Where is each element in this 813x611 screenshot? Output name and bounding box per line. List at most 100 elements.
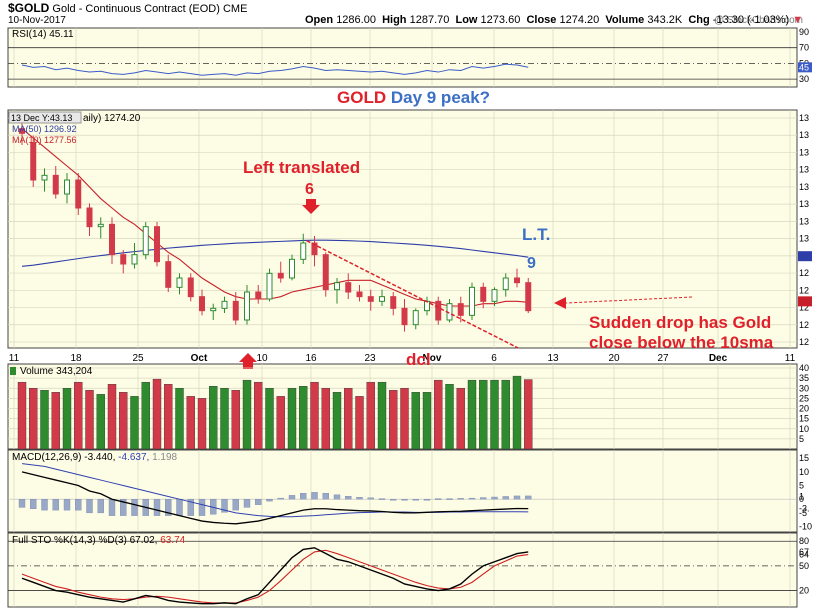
rsi-current-badge: [798, 62, 812, 73]
volume-bar: [422, 392, 432, 450]
panel-rsi: [7, 27, 798, 88]
macd-histogram-bar: [502, 496, 509, 500]
price-tick-label: 12: [799, 337, 809, 347]
volume-tick-label: 15: [799, 414, 809, 424]
macd-histogram-bar: [120, 499, 127, 516]
volume-bar: [321, 388, 330, 450]
candle-body: [210, 307, 217, 312]
candle-body: [154, 226, 160, 263]
volume-bar: [287, 388, 297, 450]
candle-body: [75, 179, 82, 209]
volume-bar: [29, 388, 38, 450]
volume-bar: [175, 388, 184, 450]
header-date: 10-Nov-2017: [8, 15, 66, 26]
volume-bar: [389, 390, 398, 450]
macd-histogram-bar: [412, 499, 419, 501]
macd-histogram-bar: [423, 499, 431, 501]
candle-body: [502, 277, 509, 291]
volume-bar: [512, 375, 522, 450]
macd-histogram-bar: [333, 494, 341, 500]
high-value: 1287.70: [409, 14, 450, 26]
candle-body: [491, 289, 498, 302]
ma10-legend: MA(10) 1277.56: [12, 135, 77, 145]
volume-bar: [344, 388, 353, 450]
sto-tick-label: 80: [799, 536, 809, 546]
open-label: Open: [305, 14, 334, 26]
candle-body: [356, 291, 363, 298]
rsi-tick-label: 70: [799, 43, 809, 53]
x-tick-label: 27: [657, 353, 669, 364]
volume-bar: [119, 392, 128, 450]
sto-legend-b: 63.74: [157, 535, 185, 546]
x-tick-label: 6: [491, 353, 497, 364]
sto-tick-label: 64: [799, 549, 809, 559]
macd-histogram-bar: [18, 499, 26, 508]
macd-histogram-bar: [491, 496, 498, 500]
candle-body: [232, 300, 239, 321]
volume-value: 343.2K: [647, 14, 683, 26]
ma10-badge: [798, 296, 812, 307]
chart-title: GOLD Day 9 peak?: [337, 88, 490, 107]
candle-body: [176, 277, 183, 288]
volume-bar: [265, 388, 274, 450]
volume-bar: [479, 379, 488, 450]
macd-tick-label: 15: [799, 453, 809, 463]
pointer-line: [565, 296, 693, 304]
price-tick-label: 13: [799, 113, 809, 123]
header-exchange: CME: [222, 3, 248, 15]
candle-body: [131, 254, 138, 265]
price-tick-label: 13: [799, 234, 809, 244]
price-tooltip: 13 Dec Y:43.13: [11, 113, 72, 123]
x-tick-label: Dec: [709, 353, 728, 364]
rsi-tick-label: 45: [799, 62, 809, 72]
ma50-line: [21, 239, 529, 267]
header-quote: Open 1286.00 High 1287.70 Low 1273.60 Cl…: [305, 14, 803, 26]
high-label: High: [382, 14, 407, 26]
candle-body: [435, 300, 442, 321]
volume-bar: [209, 386, 218, 450]
macd-histogram-bar: [86, 499, 93, 514]
x-tick-label: 11: [9, 353, 20, 364]
candle-body: [64, 179, 70, 195]
candle-body: [345, 282, 352, 293]
sto-legend: Full STO %K(14,3) %D(3) 67.02, 63.74: [12, 535, 186, 546]
volume-bar: [51, 392, 60, 450]
macd-histogram-bar: [513, 495, 521, 500]
macd-histogram-bar: [457, 498, 464, 500]
volume-bar: [186, 396, 195, 450]
volume-tick-label: 10: [799, 424, 809, 434]
price-tick-label: 12: [799, 303, 809, 313]
macd-histogram-bar: [232, 499, 239, 511]
price-legend: aily) 1274.20: [83, 113, 141, 124]
down-triangle-icon: ▼: [792, 14, 804, 26]
candle-body: [52, 174, 59, 195]
chg-label: Chg: [688, 14, 710, 26]
ma50-legend: MA(50) 1296.92: [12, 124, 77, 134]
candle-body: [412, 310, 419, 326]
macd-tick-label: -5: [799, 508, 807, 518]
volume-bar: [107, 384, 117, 450]
macd-tick-label: -3.: [799, 503, 810, 513]
price-tick-label: 12: [799, 320, 809, 330]
volume-tick-label: 30: [799, 383, 809, 393]
volume-bar: [62, 388, 72, 450]
candle-body: [165, 261, 172, 288]
macd-histogram-bar: [75, 499, 82, 511]
candle-body: [289, 258, 295, 279]
volume-bar: [434, 379, 443, 450]
candle-body: [221, 300, 228, 309]
macd-histogram-bar: [435, 498, 442, 500]
candle-body: [379, 296, 385, 302]
volume-bar: [96, 394, 105, 450]
macd-histogram-bar: [266, 499, 273, 502]
macd-histogram-bar: [300, 492, 307, 500]
header-name: Gold - Continuous Contract (EOD): [52, 3, 220, 15]
sto-tick-label: 50: [799, 561, 809, 571]
cycle-day-9-label: 9: [527, 255, 536, 272]
volume-bar: [355, 396, 364, 450]
ma50-badge: [798, 251, 812, 262]
macd-histogram-bar: [187, 499, 194, 516]
price-tooltip-box: [8, 111, 82, 124]
volume-bar: [40, 390, 49, 450]
low-value: 1273.60: [480, 14, 521, 26]
